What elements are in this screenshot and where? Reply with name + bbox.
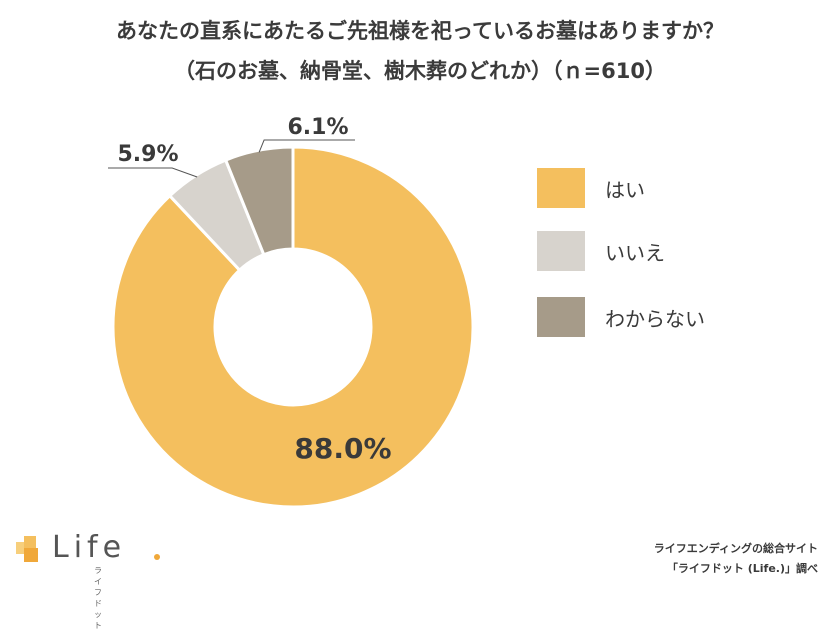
legend-label-yes: はい [605,177,645,202]
data-label-no: 5.9% [117,142,178,167]
chart-subtitle: （石のお墓、納骨堂、樹木葬のどれか）（ｎ=610） [174,59,666,83]
leader-line-no [108,167,198,178]
legend-swatch-no [537,231,585,271]
legend-swatch-yes [537,168,585,208]
logo-mark-icon [16,536,46,566]
logo-subtext: ライフドット [94,566,102,630]
slice-yes [111,145,475,509]
legend-item-yes: はい [537,168,645,208]
source-line-1: ライフエンディングの総合サイト [653,542,818,555]
chart-title: あなたの直系にあたるご先祖様を祀っているお墓はありますか？ [116,19,724,43]
source-line-2: 「ライフドット (Life.)」調べ [666,562,818,575]
legend-label-no: いいえ [605,240,665,265]
legend-label-unknown: わからない [605,306,705,331]
donut-chart: 88.0% 5.9% 6.1% [108,115,475,509]
leader-line-unknown [258,139,355,153]
legend-swatch-unknown [537,297,585,337]
logo-text: Life [52,530,127,565]
slice-unknown [223,145,295,257]
data-label-unknown: 6.1% [287,115,348,140]
legend-item-no: いいえ [537,231,665,271]
logo-dot-icon [154,554,160,560]
data-label-yes: 88.0% [294,432,391,465]
legend-item-unknown: わからない [537,297,705,337]
